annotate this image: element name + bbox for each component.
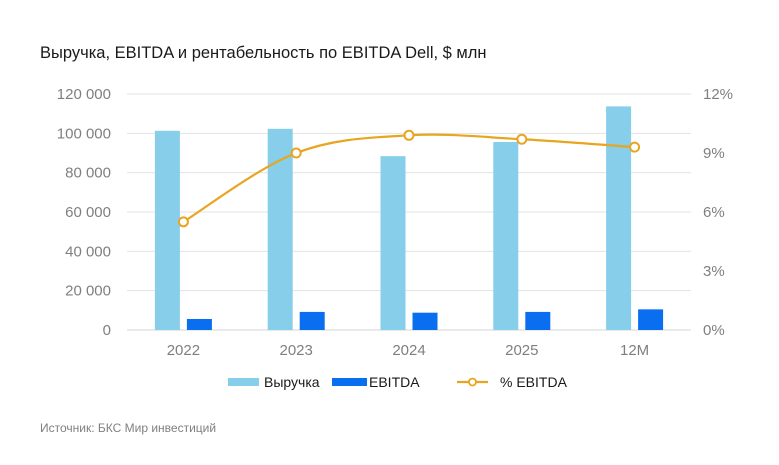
y-left-tick-label: 40 000 [65, 243, 111, 260]
y-left-tick-label: 80 000 [65, 165, 111, 182]
legend-marker-margin [468, 377, 477, 387]
bar-ebitda [525, 311, 551, 330]
bar-ebitda [299, 311, 325, 330]
bar-ebitda [186, 318, 212, 330]
x-axis: 2022 2023 2024 2025 12M [167, 342, 649, 359]
bar-revenue [154, 130, 180, 330]
y-left-tick-label: 120 000 [57, 86, 111, 103]
bar-ebitda [412, 312, 438, 330]
y-right-tick-label: 9% [703, 145, 725, 162]
y-left-tick-label: 100 000 [57, 125, 111, 142]
x-tick-label: 2023 [280, 342, 313, 359]
x-tick-label: 2024 [392, 342, 425, 359]
bar-revenue [493, 141, 519, 330]
chart-title: Выручка, EBITDA и рентабельность по EBIT… [40, 44, 487, 62]
x-tick-label: 2025 [505, 342, 538, 359]
y-axis-left: 0 20 000 40 000 60 000 80 000 100 000 120 000 [57, 86, 111, 339]
gridlines [127, 93, 691, 331]
margin-line [177, 129, 641, 228]
y-left-tick-label: 60 000 [65, 204, 111, 221]
source-note: Источник: БКС Мир инвестиций [40, 421, 217, 435]
y-axis-right: 0% 3% 6% 9% 12% [703, 86, 733, 339]
legend-label-revenue: Выручка [264, 374, 320, 390]
y-left-tick-label: 20 000 [65, 283, 111, 300]
legend-label-ebitda: EBITDA [369, 374, 420, 390]
y-right-tick-label: 0% [703, 322, 725, 339]
bars [154, 106, 664, 330]
legend-label-margin: % EBITDA [500, 374, 568, 390]
bar-ebitda [638, 309, 664, 330]
legend: Выручка EBITDA % EBITDA [228, 374, 568, 390]
line-marker [290, 147, 302, 159]
line-marker [516, 133, 528, 145]
legend-swatch-revenue [228, 378, 259, 386]
legend-swatch-ebitda [332, 378, 367, 386]
y-left-tick-label: 0 [103, 322, 111, 339]
line-marker [177, 216, 189, 228]
y-right-tick-label: 3% [703, 263, 725, 280]
line-marker [629, 141, 641, 153]
y-right-tick-label: 12% [703, 86, 733, 103]
x-tick-label: 2022 [167, 342, 200, 359]
bar-revenue [380, 156, 406, 330]
bar-revenue [606, 106, 632, 330]
bar-revenue [267, 128, 293, 330]
y-right-tick-label: 6% [703, 204, 725, 221]
line-margin [182, 133, 635, 223]
line-marker [403, 129, 415, 141]
x-tick-label: 12M [620, 342, 649, 359]
